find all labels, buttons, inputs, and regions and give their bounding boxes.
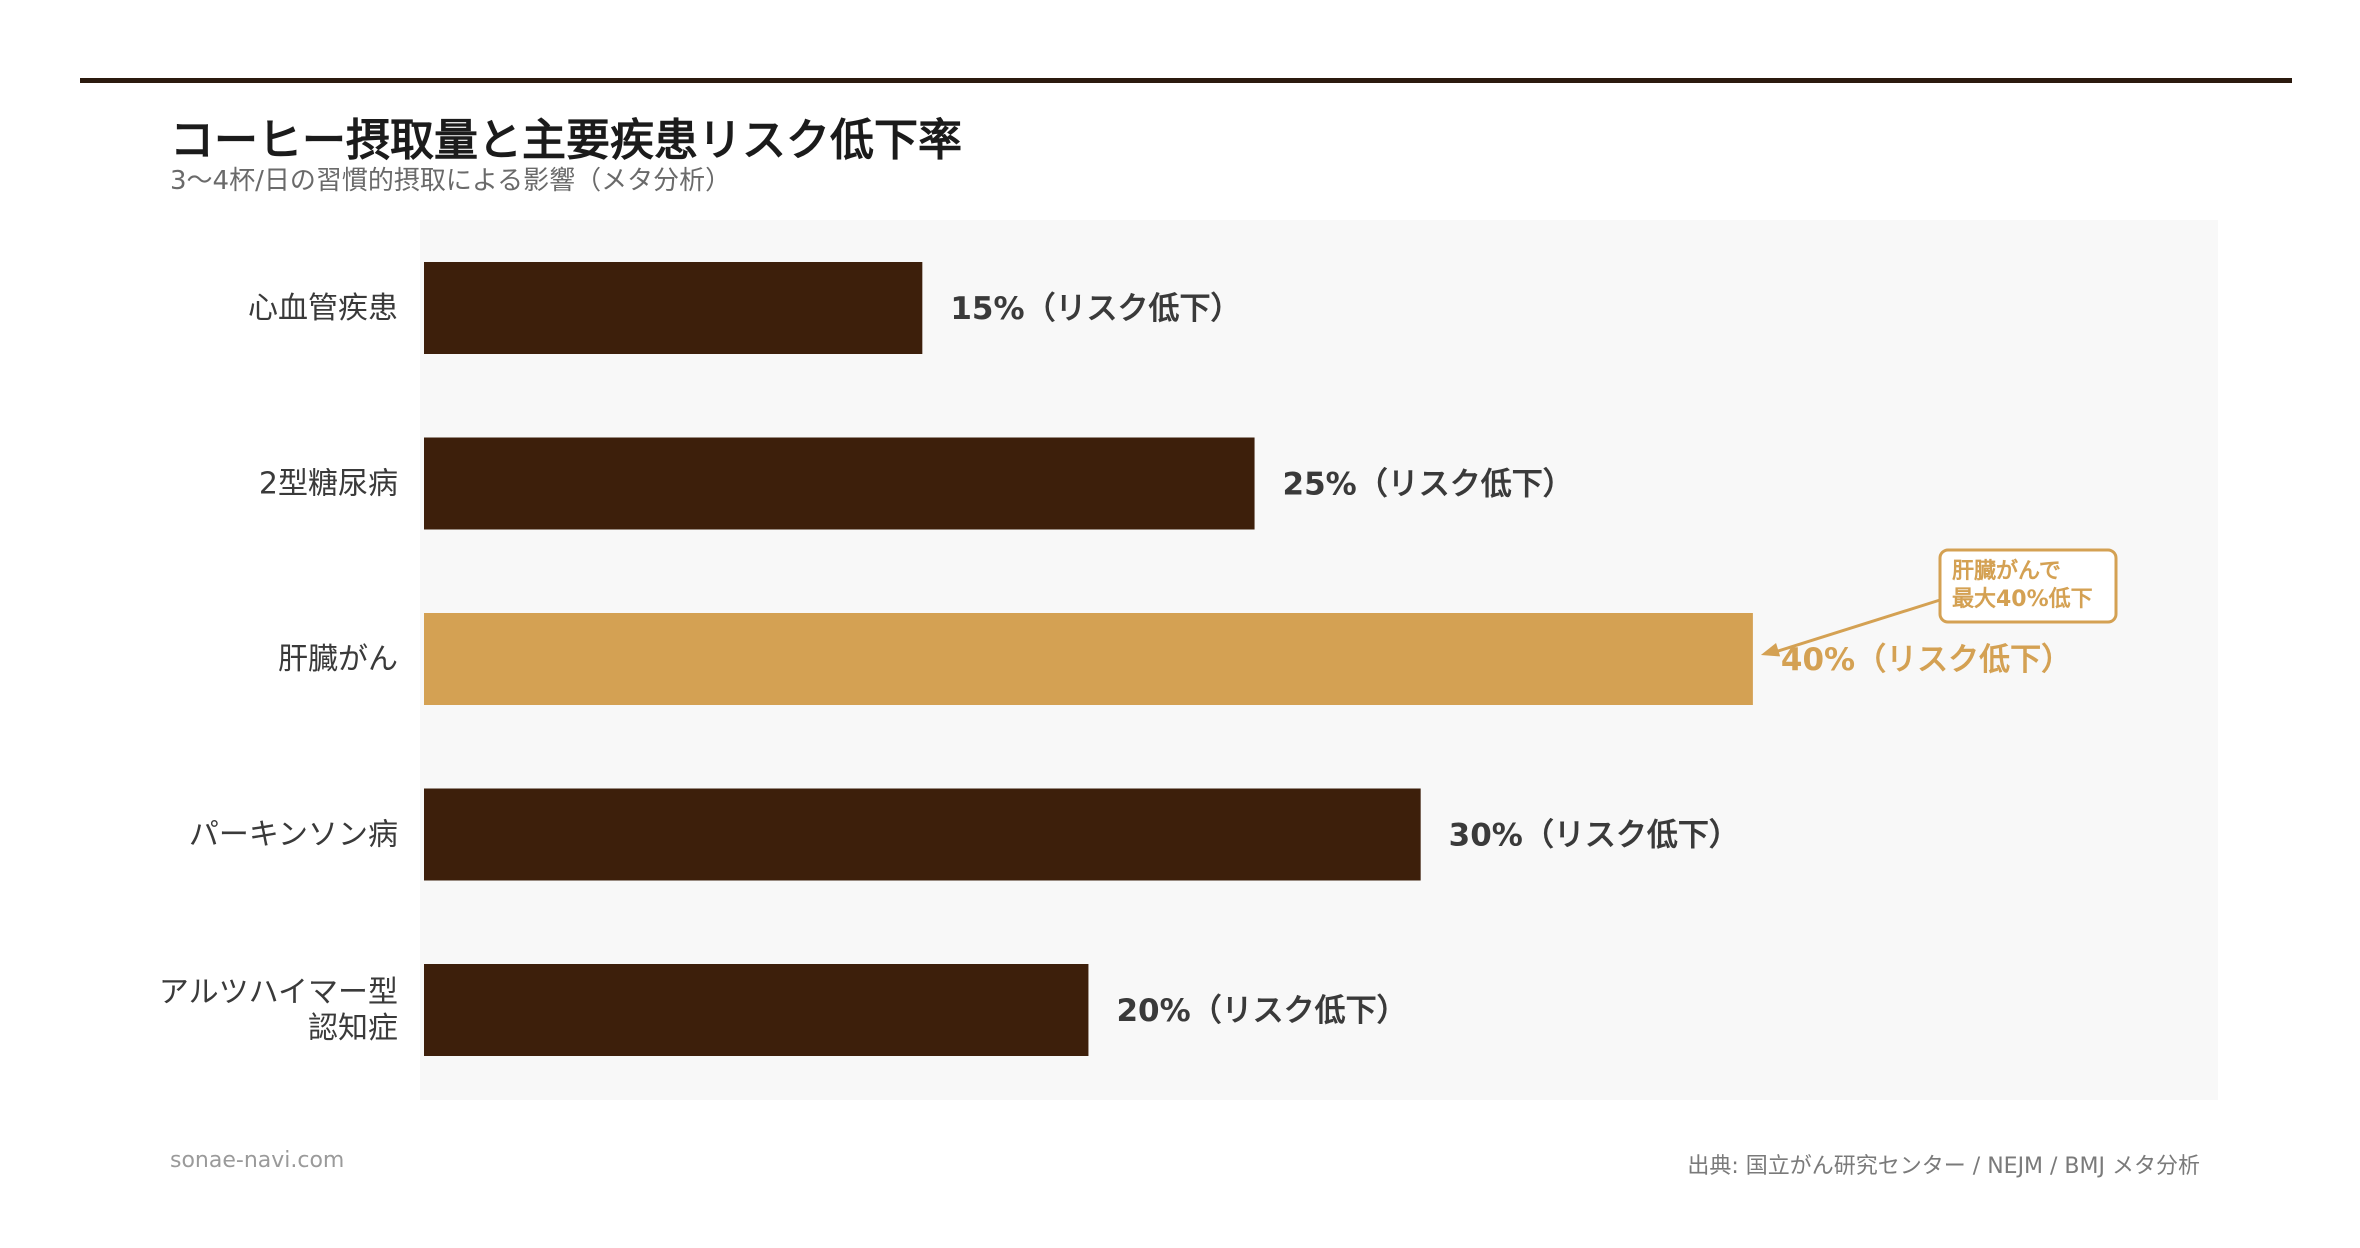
category-label-line: パーキンソン病 [189, 818, 398, 853]
bar-4 [424, 964, 1089, 1056]
category-label-1: 2型糖尿病 [259, 467, 398, 502]
data-label-4: 20%（リスク低下） [1116, 993, 1407, 1029]
category-label-line: 認知症 [308, 1011, 398, 1046]
category-label-line: 2型糖尿病 [259, 467, 398, 502]
bar-0 [424, 262, 923, 354]
data-label-3: 30%（リスク低下） [1449, 818, 1740, 854]
annotation-text-line: 最大40%低下 [1952, 587, 2093, 612]
data-label-1: 25%（リスク低下） [1283, 467, 1574, 503]
bar-3 [424, 788, 1421, 881]
annotation-text: 肝臓がんで最大40%低下 [1952, 558, 2093, 612]
data-label-2: 40%（リスク低下） [1781, 642, 2072, 678]
category-label-line: 心血管疾患 [248, 291, 398, 326]
annotation-arrow-line [1774, 598, 1941, 654]
category-label-0: 心血管疾患 [248, 291, 398, 326]
source-note: 出典: 国立がん研究センター / NEJM / BMJ メタ分析 [1687, 1154, 2200, 1179]
site-credit: sonae-navi.com [170, 1148, 345, 1173]
category-label-line: 肝臓がん [278, 642, 398, 677]
chart-title: コーヒー摂取量と主要疾患リスク低下率 [170, 115, 962, 166]
category-label-2: 肝臓がん [278, 642, 398, 677]
annotation-arrow-head [1760, 643, 1781, 657]
bar-1 [424, 437, 1255, 530]
annotation-text-line: 肝臓がんで [1952, 558, 2061, 584]
annotation-box [1938, 548, 2118, 624]
category-label-4: アルツハイマー型認知症 [159, 975, 398, 1046]
category-label-3: パーキンソン病 [189, 818, 398, 853]
data-label-0: 15%（リスク低下） [950, 291, 1241, 327]
top-rule [80, 78, 2292, 83]
bar-2 [424, 613, 1753, 705]
category-label-line: アルツハイマー型 [159, 975, 398, 1010]
chart-subtitle: 3〜4杯/日の習慣的摂取による影響（メタ分析） [170, 166, 732, 196]
